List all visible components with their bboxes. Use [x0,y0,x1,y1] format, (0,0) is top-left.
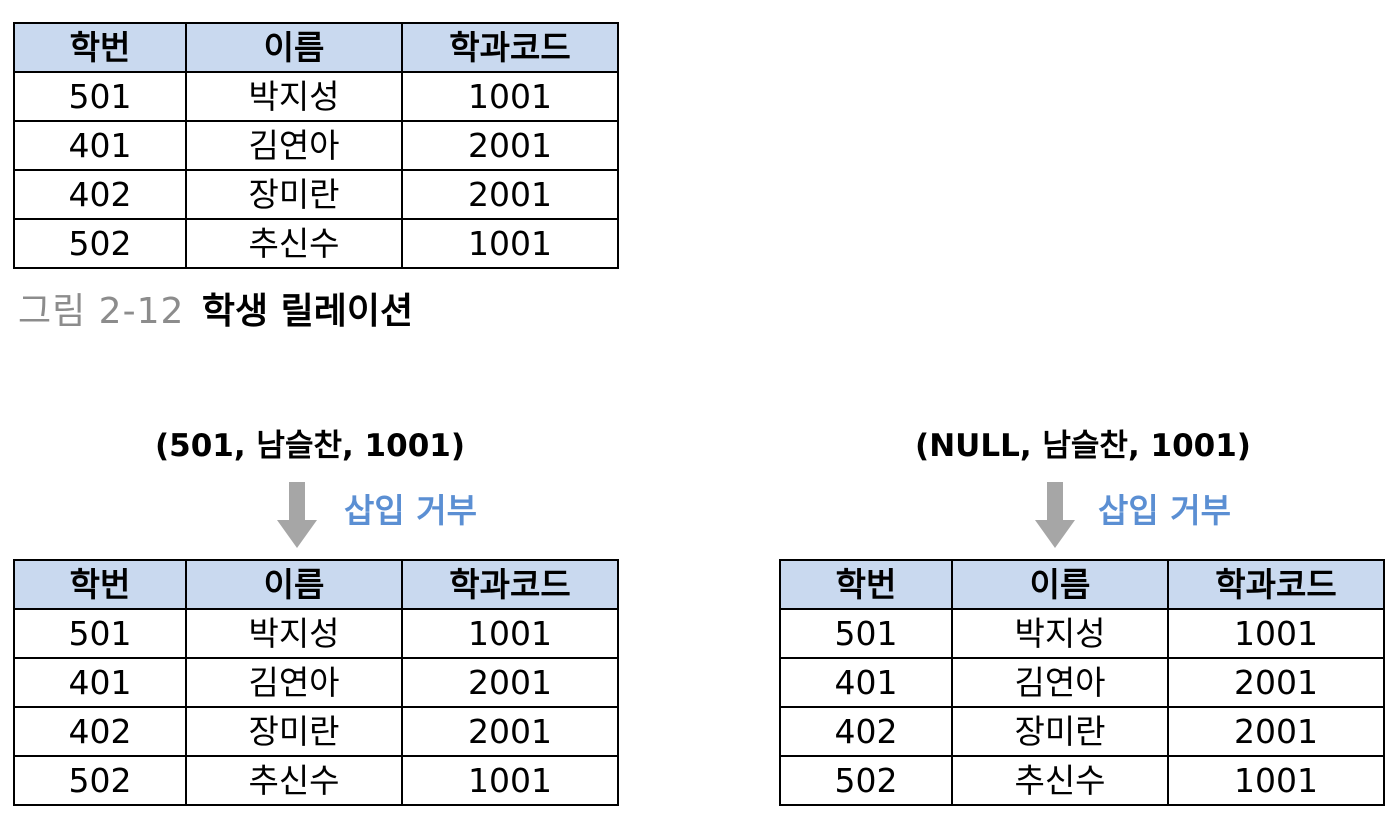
cell-name: 김연아 [185,120,403,171]
cell-student-id: 502 [779,755,953,806]
cell-name: 추신수 [185,218,403,269]
cell-student-id: 401 [13,657,187,708]
figure-number: 그림 2-12 [18,291,185,332]
cell-student-id: 402 [13,706,187,757]
cell-name: 장미란 [185,169,403,220]
cell-dept-code: 1001 [401,71,619,122]
insert-rejected-label-left: 삽입 거부 [344,491,477,530]
cell-dept-code: 1001 [401,755,619,806]
cell-student-id: 401 [779,657,953,708]
cell-dept-code: 2001 [401,120,619,171]
cell-name: 박지성 [951,608,1169,659]
cell-name: 장미란 [951,706,1169,757]
cell-dept-code: 1001 [401,608,619,659]
table-row: 502 추신수 1001 [13,218,619,269]
cell-student-id: 502 [13,755,187,806]
header-dept-code: 학과코드 [1167,559,1385,610]
student-relation-table-after-left: 학번 이름 학과코드 501 박지성 1001 401 김연아 2001 402… [13,559,619,806]
table-row: 501 박지성 1001 [13,608,619,659]
cell-student-id: 401 [13,120,187,171]
cell-name: 김연아 [185,657,403,708]
cell-dept-code: 1001 [1167,755,1385,806]
header-name: 이름 [951,559,1169,610]
cell-dept-code: 1001 [1167,608,1385,659]
table-row: 502 추신수 1001 [779,755,1385,806]
table-row: 501 박지성 1001 [13,71,619,122]
cell-name: 추신수 [951,755,1169,806]
cell-name: 박지성 [185,71,403,122]
cell-dept-code: 2001 [1167,657,1385,708]
table-header-row: 학번 이름 학과코드 [13,559,619,610]
header-dept-code: 학과코드 [401,559,619,610]
cell-student-id: 402 [13,169,187,220]
figure-title: 학생 릴레이션 [201,291,414,332]
cell-dept-code: 2001 [1167,706,1385,757]
cell-name: 장미란 [185,706,403,757]
cell-dept-code: 2001 [401,706,619,757]
header-name: 이름 [185,22,403,73]
header-dept-code: 학과코드 [401,22,619,73]
cell-student-id: 501 [13,608,187,659]
table-row: 402 장미란 2001 [13,169,619,220]
header-name: 이름 [185,559,403,610]
header-student-id: 학번 [779,559,953,610]
cell-student-id: 502 [13,218,187,269]
cell-dept-code: 2001 [401,657,619,708]
table-row: 402 장미란 2001 [13,706,619,757]
header-student-id: 학번 [13,22,187,73]
table-header-row: 학번 이름 학과코드 [779,559,1385,610]
table-row: 501 박지성 1001 [779,608,1385,659]
insert-tuple-right: (NULL, 남슬찬, 1001) [915,428,1251,464]
table-header-row: 학번 이름 학과코드 [13,22,619,73]
table-row: 401 김연아 2001 [13,657,619,708]
cell-dept-code: 1001 [401,218,619,269]
insert-tuple-left: (501, 남슬찬, 1001) [154,428,466,464]
header-student-id: 학번 [13,559,187,610]
student-relation-table-after-right: 학번 이름 학과코드 501 박지성 1001 401 김연아 2001 402… [779,559,1385,806]
cell-student-id: 501 [13,71,187,122]
down-arrow-icon [1035,482,1075,548]
table-row: 401 김연아 2001 [13,120,619,171]
cell-dept-code: 2001 [401,169,619,220]
cell-name: 추신수 [185,755,403,806]
cell-student-id: 402 [779,706,953,757]
cell-name: 김연아 [951,657,1169,708]
down-arrow-icon [277,482,317,548]
cell-name: 박지성 [185,608,403,659]
student-relation-table: 학번 이름 학과코드 501 박지성 1001 401 김연아 2001 402… [13,22,619,269]
figure-caption: 그림 2-12 학생 릴레이션 [18,290,413,333]
table-row: 502 추신수 1001 [13,755,619,806]
cell-student-id: 501 [779,608,953,659]
insert-rejected-label-right: 삽입 거부 [1098,491,1231,530]
table-row: 401 김연아 2001 [779,657,1385,708]
table-row: 402 장미란 2001 [779,706,1385,757]
